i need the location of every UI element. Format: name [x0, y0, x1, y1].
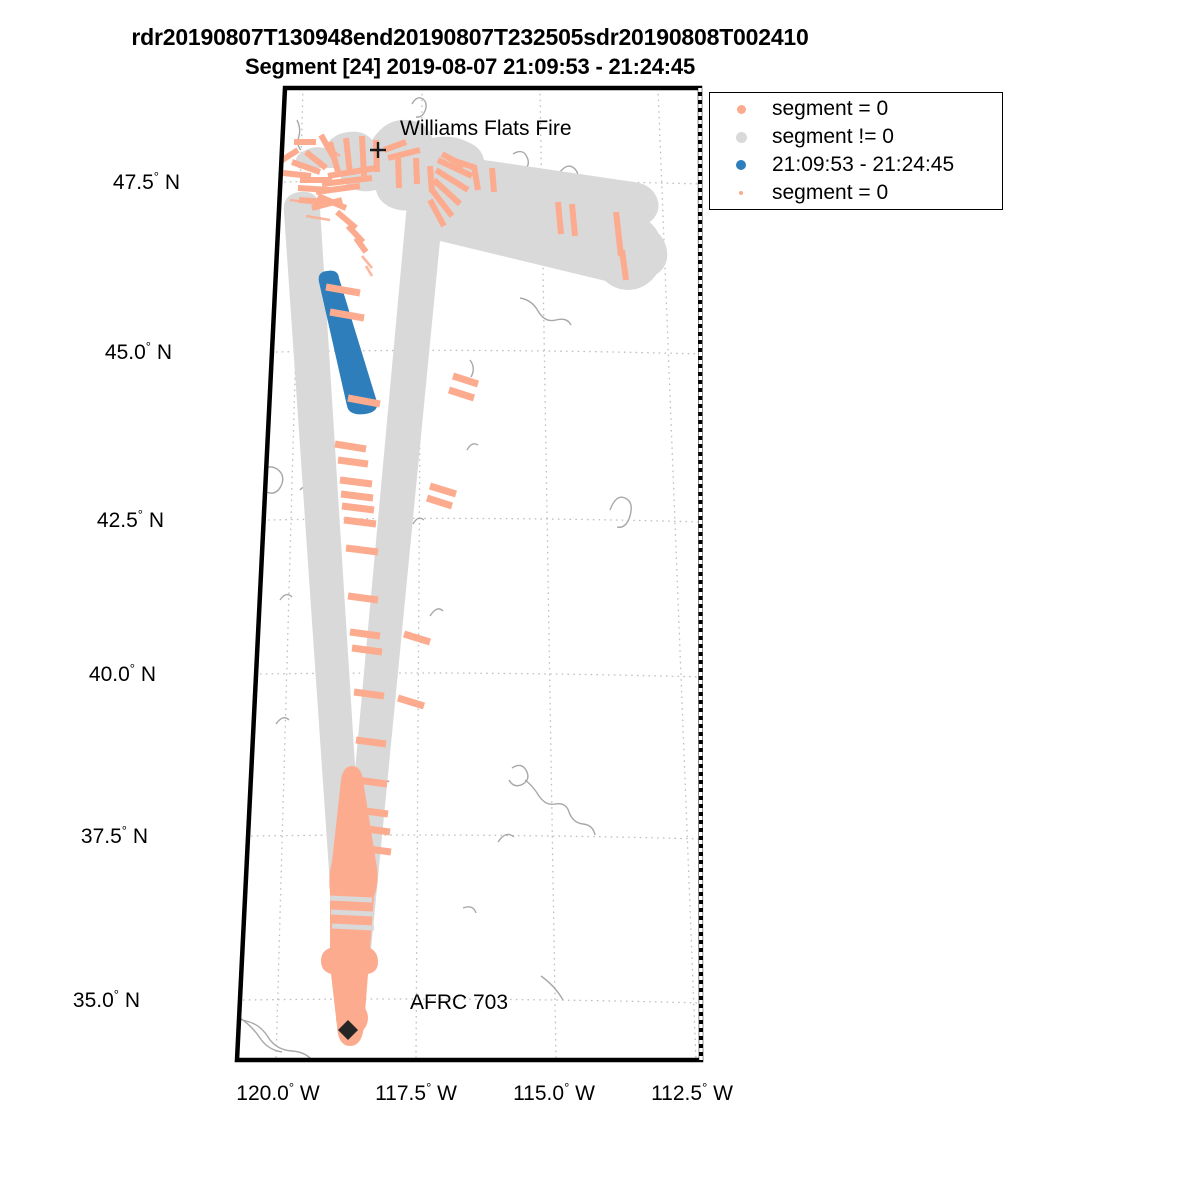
scan-stripes-salmon — [274, 133, 629, 856]
lat-tick-35.0: 35.0° N — [72, 987, 140, 1012]
legend-label-2: 21:09:53 - 21:24:45 — [772, 153, 955, 176]
title-line-1: rdr20190807T130948end20190807T232505sdr2… — [131, 24, 809, 50]
lon-tick-120.0: 120.0° W — [236, 1080, 320, 1105]
lat-tick-47.5: 47.5° N — [112, 169, 180, 194]
legend-item-0[interactable]: segment = 0 — [710, 95, 1002, 123]
williams-flats-fire-plus-marker[interactable] — [370, 142, 386, 158]
selected-segment-blue[interactable] — [318, 270, 378, 415]
tail-gray-stripes — [329, 895, 375, 931]
afrc-703-diamond-marker[interactable] — [338, 1020, 358, 1040]
legend-marker-selected-segment — [710, 160, 772, 170]
map-svg — [234, 85, 704, 1063]
legend-box[interactable]: segment = 0 segment != 0 21:09:53 - 21:2… — [709, 92, 1003, 210]
lon-tick-117.5: 117.5° W — [375, 1080, 457, 1105]
legend-item-2[interactable]: 21:09:53 - 21:24:45 — [710, 151, 1002, 179]
legend-marker-segment-zero — [710, 104, 772, 114]
lat-tick-40.0: 40.0° N — [88, 661, 156, 686]
legend-marker-segment-nonzero — [710, 131, 772, 143]
poi-markers[interactable] — [338, 142, 386, 1040]
map-panel[interactable]: 47.5° N 45.0° N 42.5° N 40.0° N 37.5° N … — [73, 80, 740, 1105]
annotation-williams-flats-fire: Williams Flats Fire — [400, 117, 572, 140]
lat-tick-45.0: 45.0° N — [104, 339, 172, 364]
legend-label-1: segment != 0 — [772, 125, 894, 148]
figure-title: rdr20190807T130948end20190807T232505sdr2… — [0, 22, 940, 82]
map-frame — [234, 85, 704, 1063]
legend-item-1[interactable]: segment != 0 — [710, 123, 1002, 151]
lon-tick-115.0: 115.0° W — [513, 1080, 595, 1105]
title-line-2: Segment [24] 2019-08-07 21:09:53 - 21:24… — [245, 54, 695, 79]
legend-label-0: segment = 0 — [772, 97, 889, 120]
legend-marker-segment-zero-small — [710, 191, 772, 195]
legend-item-3[interactable]: segment = 0 — [710, 179, 1002, 207]
lat-tick-42.5: 42.5° N — [96, 507, 164, 532]
legend-label-3: segment = 0 — [772, 181, 889, 204]
annotation-afrc-703: AFRC 703 — [410, 991, 509, 1014]
lat-tick-37.5: 37.5° N — [80, 823, 148, 848]
lon-tick-112.5: 112.5° W — [651, 1080, 733, 1105]
